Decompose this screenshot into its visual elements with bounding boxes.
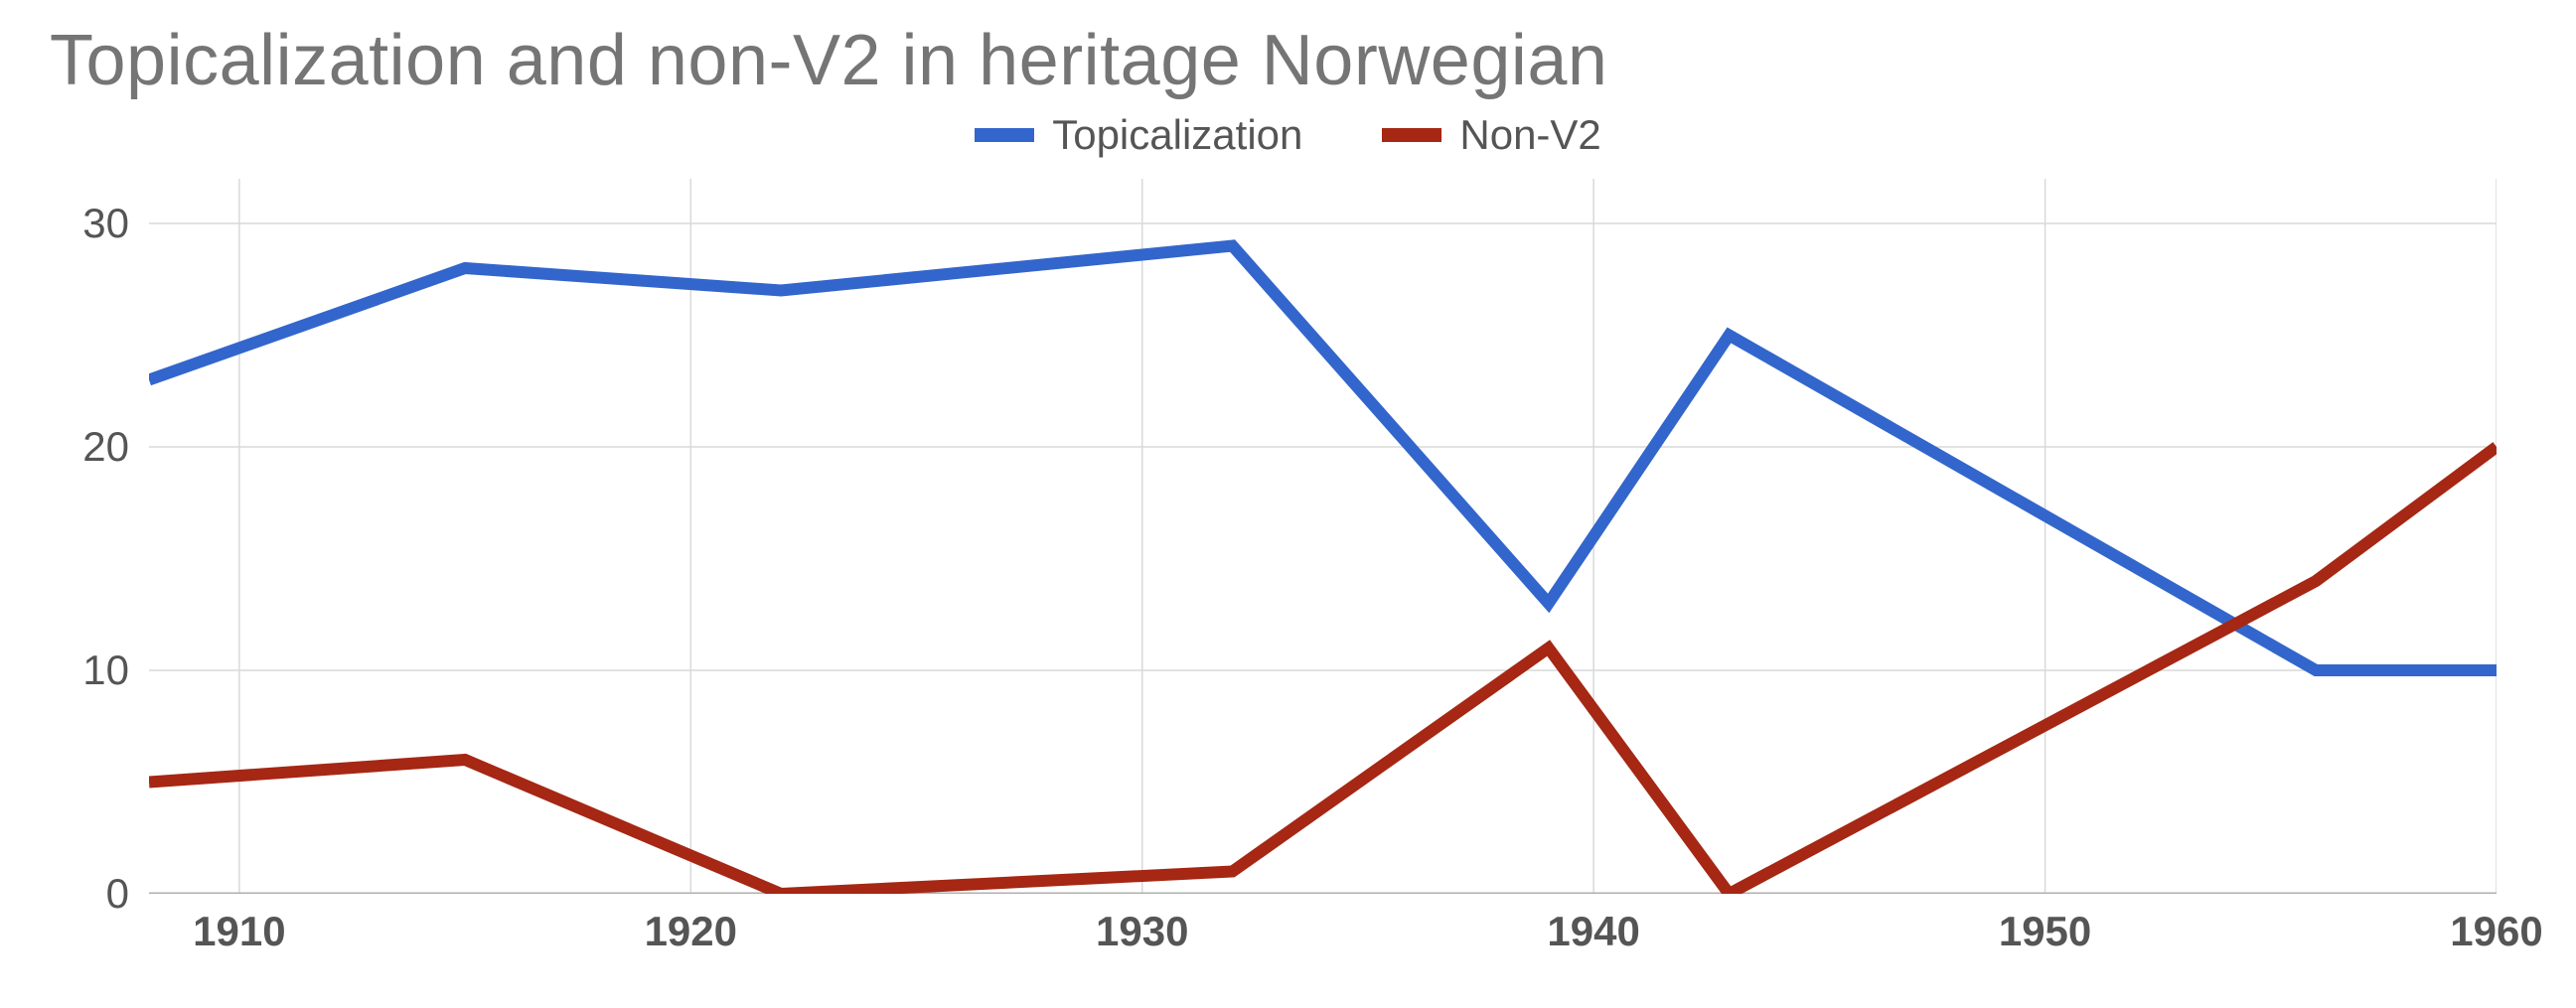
y-tick-label: 20 — [40, 423, 149, 471]
x-tick-label: 1930 — [1096, 894, 1188, 955]
x-tick-label: 1910 — [193, 894, 285, 955]
line-chart: Topicalization and non-V2 in heritage No… — [0, 0, 2576, 1008]
legend: Topicalization Non-V2 — [40, 111, 2536, 159]
chart-title: Topicalization and non-V2 in heritage No… — [50, 20, 2536, 101]
y-tick-label: 0 — [40, 870, 149, 918]
legend-label: Non-V2 — [1459, 111, 1600, 159]
x-tick-label: 1920 — [645, 894, 737, 955]
legend-item: Topicalization — [975, 111, 1302, 159]
plot-area: 0102030191019201930194019501960 — [149, 179, 2497, 894]
y-tick-label: 10 — [40, 647, 149, 694]
series-line — [149, 246, 2497, 671]
legend-swatch — [1382, 128, 1441, 142]
legend-label: Topicalization — [1052, 111, 1302, 159]
plot-svg — [149, 179, 2497, 894]
x-tick-label: 1950 — [1999, 894, 2091, 955]
y-tick-label: 30 — [40, 200, 149, 247]
x-tick-label: 1960 — [2450, 894, 2542, 955]
x-tick-label: 1940 — [1547, 894, 1639, 955]
legend-swatch — [975, 128, 1034, 142]
legend-item: Non-V2 — [1382, 111, 1600, 159]
